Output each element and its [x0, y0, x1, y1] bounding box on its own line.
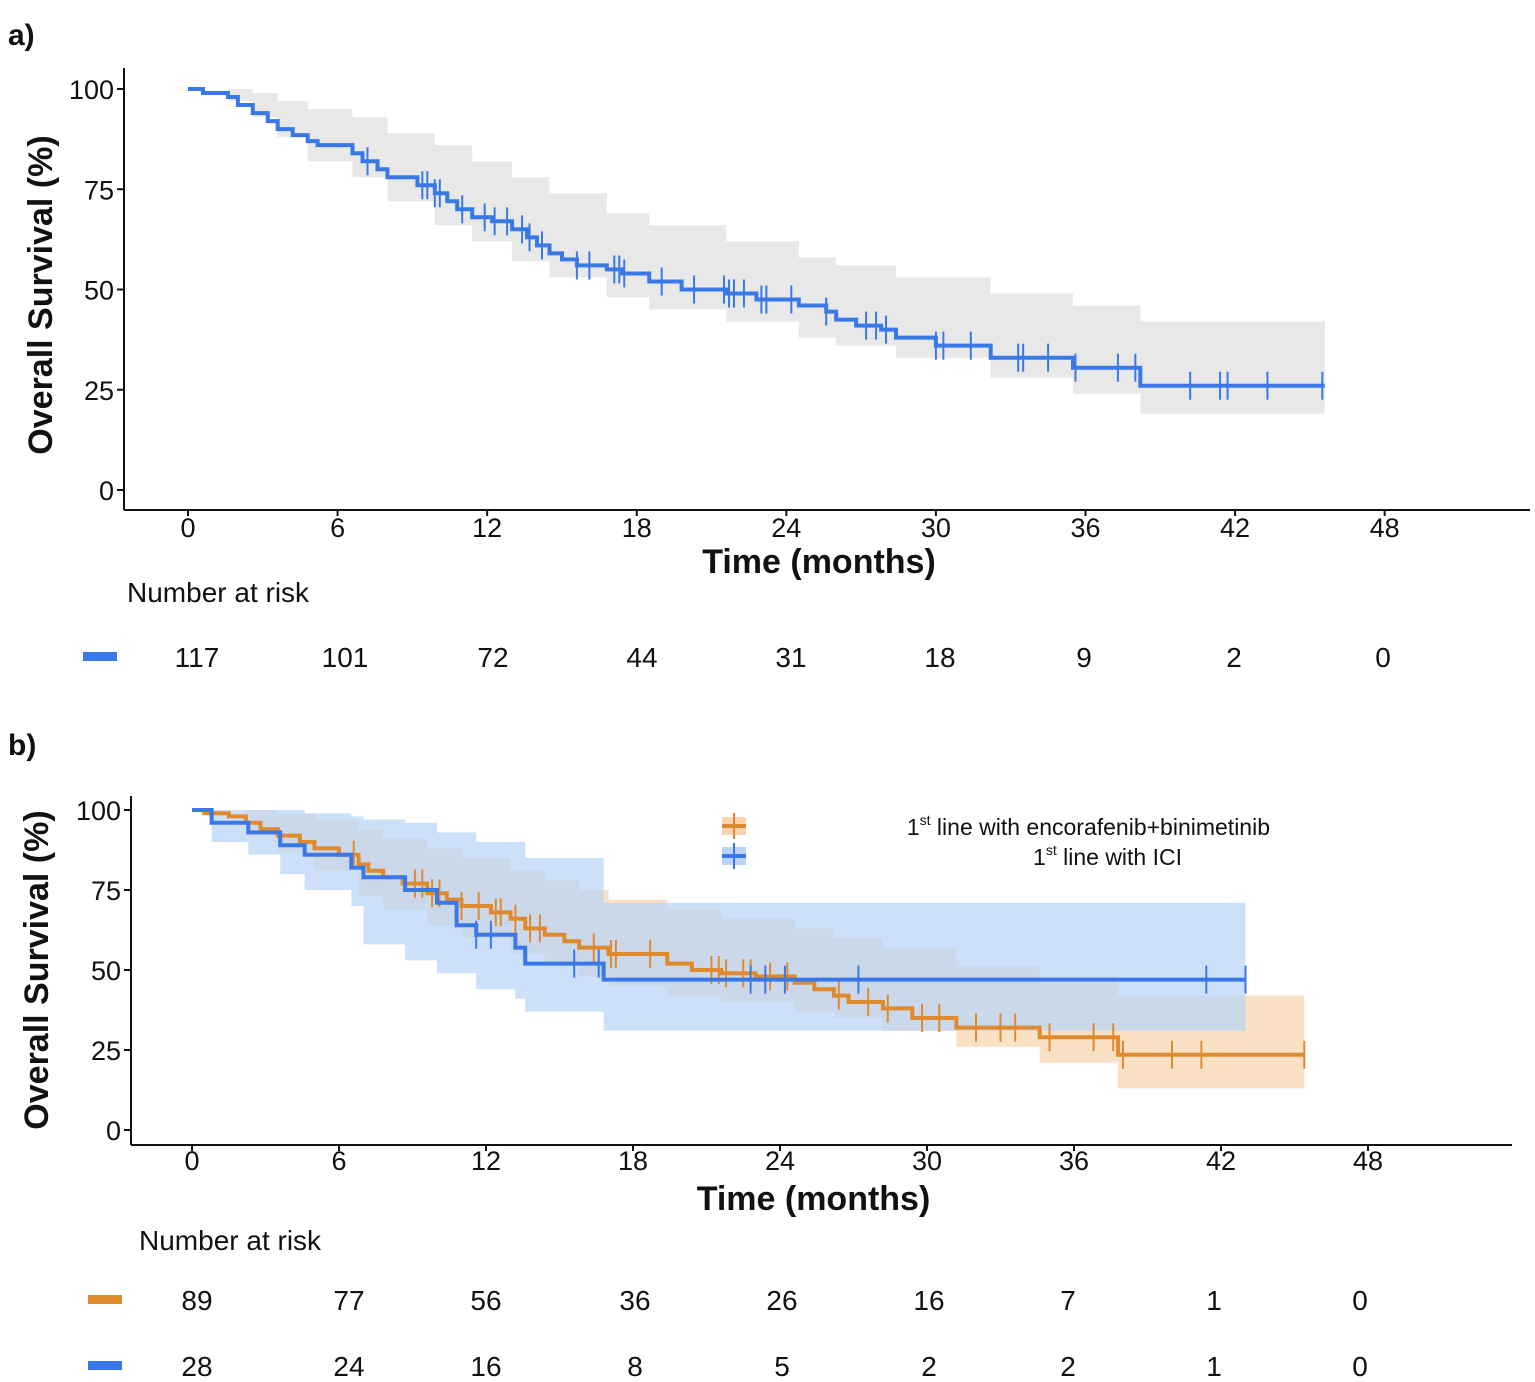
risk-count: 16 [470, 1351, 501, 1382]
y-tick-label: 50 [84, 276, 114, 306]
x-tick-label: 48 [1370, 513, 1400, 543]
y-tick-label: 25 [84, 376, 114, 406]
risk-count: 36 [619, 1285, 650, 1316]
legend-label: 1st line with encorafenib+binimetinib [907, 812, 1270, 840]
y-tick-label: 75 [91, 876, 121, 906]
risk-count: 9 [1076, 642, 1092, 673]
risk-count: 0 [1352, 1351, 1368, 1382]
x-tick-label: 42 [1220, 513, 1250, 543]
x-tick-label: 18 [618, 1146, 648, 1176]
risk-count: 24 [333, 1351, 364, 1382]
x-tick-label: 24 [765, 1146, 795, 1176]
y-tick-label: 0 [99, 476, 114, 506]
x-tick-label: 36 [1070, 513, 1100, 543]
risk-count: 89 [181, 1285, 212, 1316]
x-axis-title: Time (months) [702, 543, 936, 581]
y-tick-label: 50 [91, 956, 121, 986]
risk-count: 44 [626, 642, 657, 673]
risk-count: 101 [322, 642, 369, 673]
y-axis-title: Overall Survival (%) [18, 810, 56, 1129]
x-tick-label: 36 [1059, 1146, 1089, 1176]
survival-curve [192, 808, 1305, 1057]
risk-count: 72 [477, 642, 508, 673]
risk-row-swatch [83, 652, 117, 661]
x-tick-label: 18 [622, 513, 652, 543]
y-tick-label: 25 [91, 1036, 121, 1066]
y-tick-label: 0 [106, 1116, 121, 1146]
x-tick-label: 48 [1353, 1146, 1383, 1176]
risk-row-swatch [88, 1295, 122, 1304]
risk-count: 2 [1060, 1351, 1076, 1382]
risk-row-swatch [88, 1361, 122, 1370]
risk-count: 2 [921, 1351, 937, 1382]
risk-count: 16 [913, 1285, 944, 1316]
x-tick-label: 0 [180, 513, 195, 543]
risk-count: 5 [774, 1351, 790, 1382]
risk-table-title: Number at risk [139, 1225, 322, 1256]
risk-count: 1 [1206, 1285, 1222, 1316]
x-tick-label: 42 [1206, 1146, 1236, 1176]
risk-count: 1 [1206, 1351, 1222, 1382]
x-tick-label: 0 [184, 1146, 199, 1176]
legend-label: 1st line with ICI [1033, 842, 1182, 870]
risk-table-title: Number at risk [127, 577, 310, 608]
risk-count: 0 [1352, 1285, 1368, 1316]
panel-label: b) [8, 729, 36, 762]
panel-label: a) [8, 19, 35, 52]
risk-count: 77 [333, 1285, 364, 1316]
y-tick-label: 75 [84, 175, 114, 205]
x-tick-label: 30 [912, 1146, 942, 1176]
x-tick-label: 6 [331, 1146, 346, 1176]
risk-count: 117 [175, 642, 220, 673]
x-tick-label: 12 [472, 513, 502, 543]
x-axis-title: Time (months) [697, 1180, 931, 1218]
y-tick-label: 100 [69, 75, 114, 105]
x-tick-label: 24 [771, 513, 801, 543]
x-tick-label: 12 [471, 1146, 501, 1176]
risk-count: 28 [181, 1351, 212, 1382]
y-tick-label: 100 [76, 796, 121, 826]
x-tick-label: 6 [330, 513, 345, 543]
risk-count: 0 [1375, 642, 1391, 673]
risk-count: 56 [470, 1285, 501, 1316]
chart-panel-a: a) 0 25 50 75 100 0 6 12 18 24 30 36 42 48 Time (months… [8, 19, 1530, 673]
risk-count: 31 [775, 642, 806, 673]
confidence-band [192, 810, 1246, 1031]
risk-count: 2 [1226, 642, 1242, 673]
survival-curve [192, 808, 1246, 982]
y-axis-title: Overall Survival (%) [22, 135, 60, 454]
x-tick-label: 30 [921, 513, 951, 543]
risk-count: 7 [1060, 1285, 1076, 1316]
risk-count: 8 [627, 1351, 643, 1382]
confidence-band [188, 89, 1325, 426]
risk-count: 26 [766, 1285, 797, 1316]
risk-count: 18 [924, 642, 955, 673]
survival-curve [188, 87, 1325, 388]
